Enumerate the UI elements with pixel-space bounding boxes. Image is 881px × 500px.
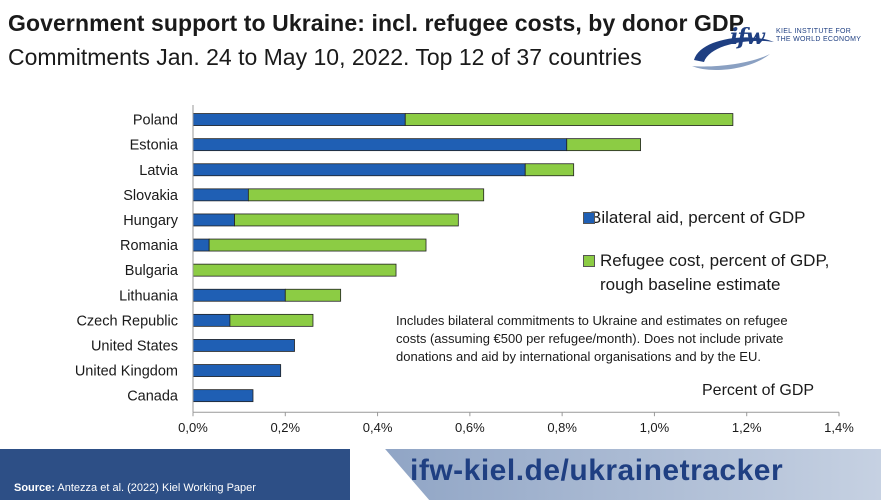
category-label-slovakia: Slovakia (123, 188, 179, 204)
bar-bilateral-poland (192, 113, 406, 126)
logo-text: KIEL INSTITUTE FOR THE WORLD ECONOMY (776, 28, 862, 43)
category-label-bulgaria: Bulgaria (125, 263, 179, 279)
x-tick-label-1: 0,2% (270, 420, 300, 435)
bar-refugee-romania (208, 238, 427, 252)
bar-bilateral-united-kingdom (192, 364, 282, 377)
source-text: Source: Antezza et al. (2022) Kiel Worki… (14, 482, 256, 494)
footer-left-panel (0, 449, 350, 500)
bar-bilateral-slovakia (192, 188, 249, 202)
ifw-logo: ifw KIEL INSTITUTE FOR THE WORLD ECONOMY (690, 18, 880, 78)
x-tick-label-4: 0,8% (547, 420, 577, 435)
x-axis-unit-label: Percent of GDP (702, 382, 815, 399)
bar-bilateral-czech-republic (192, 313, 231, 327)
footer-right-panel (385, 449, 881, 500)
legend-label-bilateral: Bilateral aid, percent of GDP (590, 208, 806, 227)
category-label-czech-republic: Czech Republic (76, 313, 178, 329)
bar-chart: Poland Estonia Latvia Slovakia Hungary Romani… (75, 105, 854, 435)
bar-refugee-estonia (566, 138, 641, 152)
x-tick-label-5: 1,0% (640, 420, 670, 435)
bar-refugee-poland (404, 113, 734, 126)
legend-label-refugee-line2: rough baseline estimate (600, 275, 781, 294)
footer-bar: Source: Antezza et al. (2022) Kiel Worki… (0, 449, 881, 500)
category-label-romania: Romania (120, 238, 179, 254)
category-label-united-states: United States (91, 338, 178, 354)
legend-swatch-bilateral (583, 212, 595, 224)
bar-refugee-latvia (524, 163, 575, 177)
legend-item-bilateral: Bilateral aid, percent of GDP (583, 206, 806, 230)
category-label-estonia: Estonia (130, 138, 179, 154)
category-label-latvia: Latvia (139, 163, 179, 179)
chart-note: Includes bilateral commitments to Ukrain… (396, 313, 788, 364)
bar-refugee-czech-republic (229, 313, 314, 327)
bar-bilateral-united-states (192, 339, 295, 352)
x-tick-label-6: 1,2% (732, 420, 762, 435)
category-label-hungary: Hungary (123, 213, 179, 229)
bar-bilateral-lithuania (192, 288, 286, 302)
bar-refugee-hungary (234, 213, 459, 227)
legend-item-refugee: Refugee cost, percent of GDP, rough base… (583, 249, 830, 297)
globe-swoosh-icon (692, 37, 774, 70)
logo-mark: ifw (730, 24, 765, 50)
chart-subtitle: Commitments Jan. 24 to May 10, 2022. Top… (8, 44, 642, 70)
category-label-poland: Poland (133, 113, 178, 129)
legend-label-refugee-line1: Refugee cost, percent of GDP, (600, 251, 830, 270)
x-tick-label-7: 1,4% (824, 420, 854, 435)
bar-bilateral-estonia (192, 138, 568, 152)
x-tick-label-2: 0,4% (363, 420, 393, 435)
bar-refugee-slovakia (247, 188, 485, 202)
x-tick-label-0: 0,0% (178, 420, 208, 435)
legend-swatch-refugee (583, 255, 595, 267)
chart-title: Government support to Ukraine: incl. ref… (8, 10, 745, 36)
bar-refugee-lithuania (284, 288, 342, 302)
bar-bilateral-latvia (192, 163, 526, 177)
category-label-united-kingdom: United Kingdom (75, 364, 178, 380)
bar-bilateral-romania (192, 238, 210, 252)
bar-refugee-bulgaria (192, 263, 397, 277)
category-label-lithuania: Lithuania (119, 288, 179, 304)
bar-bilateral-hungary (192, 213, 235, 227)
bar-bilateral-canada (192, 389, 254, 403)
x-tick-label-3: 0,6% (455, 420, 485, 435)
category-label-canada: Canada (127, 389, 179, 405)
tracker-url-link[interactable]: ifw-kiel.de/ukrainetracker (410, 454, 784, 487)
